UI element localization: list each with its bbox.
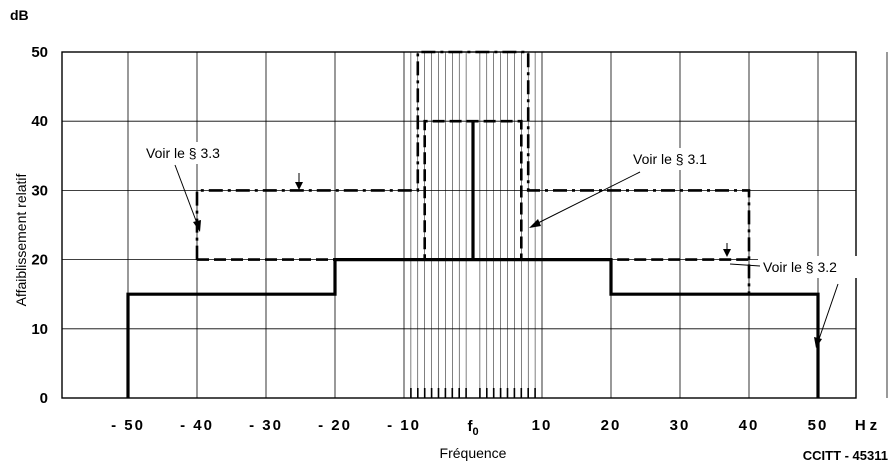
y-tick-label: 40 <box>31 113 48 130</box>
annotation-3-1-label: Voir le § 3.1 <box>633 151 707 167</box>
series-solid-limit <box>126 121 820 398</box>
y-axis-title: Affaiblissement relatif <box>13 173 29 306</box>
y-tick-label: 10 <box>31 321 48 338</box>
x-unit-label: Hz <box>855 417 881 434</box>
series-dashed-limit <box>197 119 749 261</box>
annotation-3-3-arrowhead <box>193 220 201 232</box>
x-tick-label: - 40 <box>180 417 214 434</box>
annotation-3-2-label: Voir le § 3.2 <box>763 259 837 275</box>
x-tick-label: - 30 <box>249 417 283 434</box>
annotation-3-3-label: Voir le § 3.3 <box>146 145 220 161</box>
x-tick-labels: - 50 - 40 - 30 - 20 - 10 10 20 30 40 50 <box>111 417 829 434</box>
annotation-3-2-bg <box>758 256 866 278</box>
plot-frame <box>61 51 857 399</box>
annotation-3-1-leader <box>535 171 641 225</box>
x-tick-label: 20 <box>601 417 622 434</box>
annotation-3-3-leader <box>174 164 199 227</box>
annotation-3-2-leader-bottom <box>817 283 839 343</box>
x-center-label: f0 <box>467 418 478 438</box>
y-tick-label: 0 <box>40 390 48 407</box>
y-tick-labels: 0 10 20 30 40 50 <box>31 44 48 407</box>
annotation-3-2: Voir le § 3.2 <box>723 243 866 348</box>
x-tick-label: 40 <box>739 417 760 434</box>
annotation-3-3-bg <box>140 142 256 164</box>
x-tick-label: - 50 <box>111 417 145 434</box>
x-tick-label: - 10 <box>387 417 421 434</box>
x-tick-label: - 20 <box>318 417 352 434</box>
y-tick-label: 50 <box>31 44 48 61</box>
y-tick-label: 20 <box>31 252 48 269</box>
x-center-subscript: 0 <box>472 426 478 438</box>
annotation-3-2-dash-leader <box>729 263 761 267</box>
annotation-3-2-arrowhead-top <box>723 249 731 257</box>
grid-fine <box>410 52 536 398</box>
annotation-3-2-arrowhead-bottom <box>814 337 822 348</box>
annotation-arrow-30-head <box>295 182 303 190</box>
x-tick-label: 30 <box>670 417 691 434</box>
x-tick-label: 10 <box>532 417 553 434</box>
annotation-3-1-bg <box>628 148 744 170</box>
y-tick-label: 30 <box>31 182 48 199</box>
annotation-3-1-arrowhead <box>529 219 541 228</box>
annotation-3-3: Voir le § 3.3 <box>140 142 303 232</box>
annotation-3-1: Voir le § 3.1 <box>529 148 744 228</box>
series-layer <box>126 50 820 398</box>
x-tick-label: 50 <box>808 417 829 434</box>
footer-reference: CCITT - 45311 <box>803 448 888 463</box>
x-axis-title: Fréquence <box>440 445 507 461</box>
y-unit-label: dB <box>10 7 29 23</box>
